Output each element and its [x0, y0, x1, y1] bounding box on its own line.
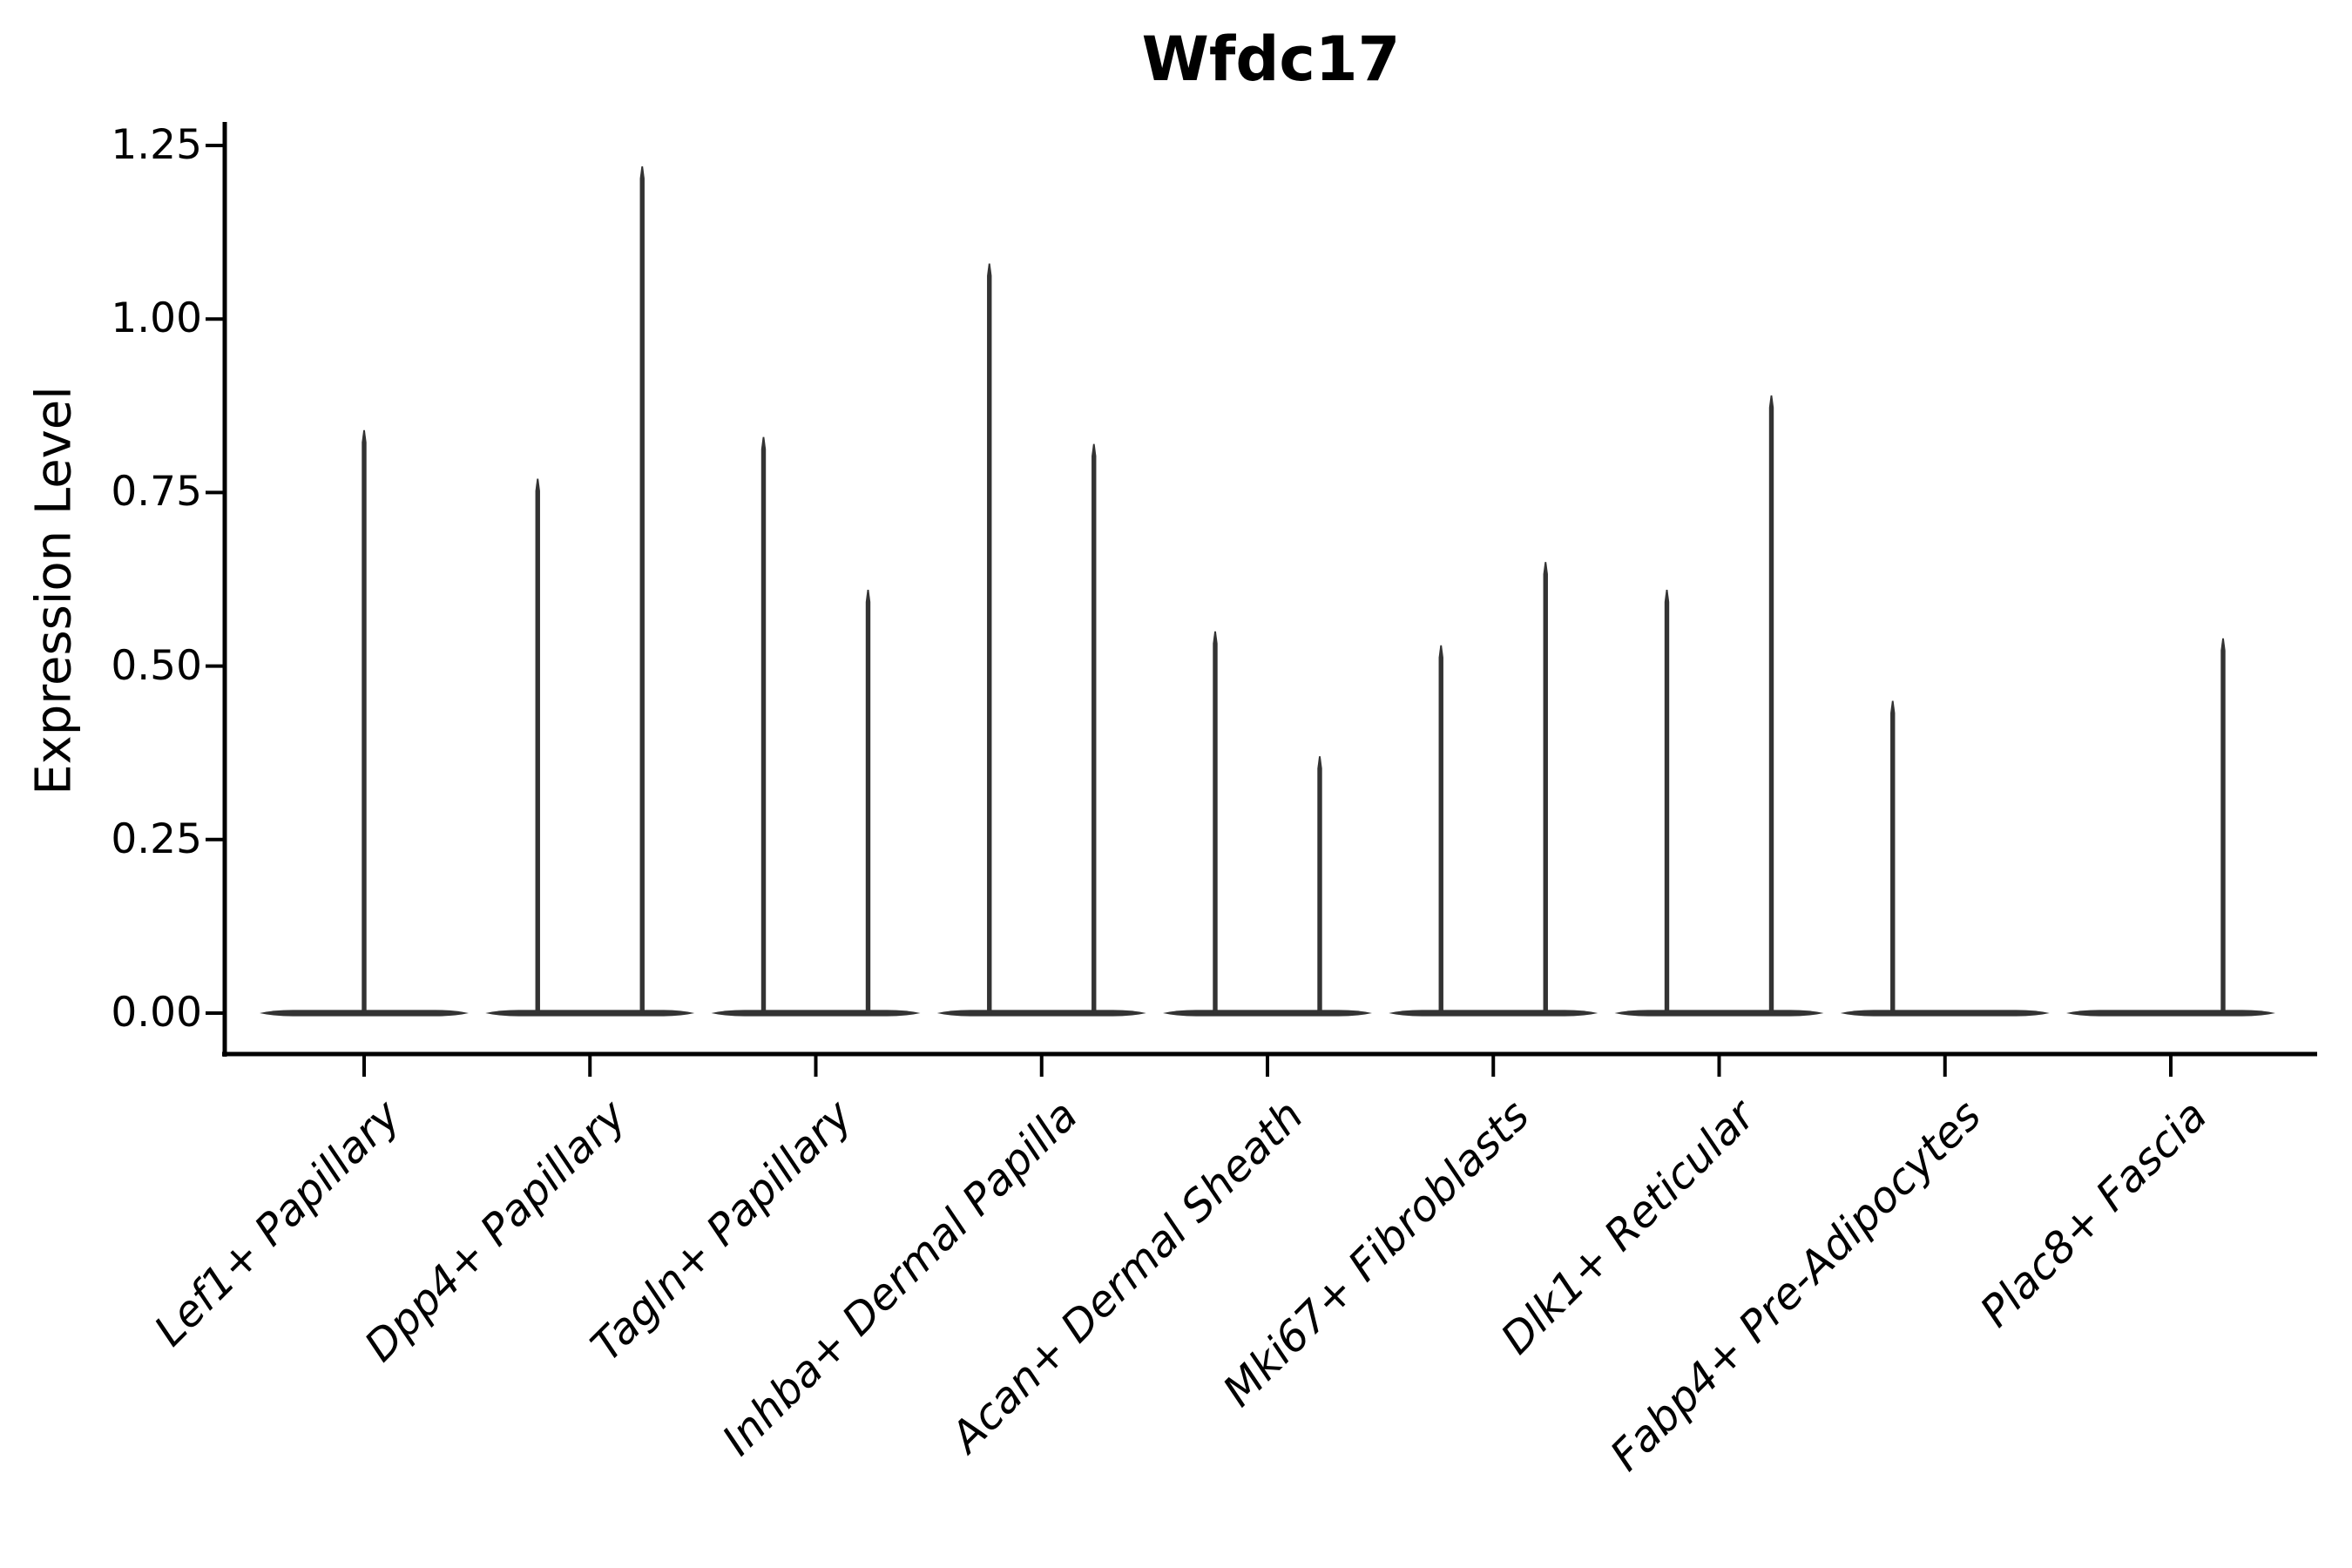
- y-tick-label: 0.75: [111, 468, 202, 517]
- violin-spike: [1768, 395, 1774, 1014]
- y-tick-label: 0.00: [111, 989, 202, 1037]
- violin-spike: [865, 589, 871, 1014]
- violin-spike: [1092, 443, 1097, 1014]
- violin-spike: [1890, 700, 1896, 1014]
- y-tick-label: 0.25: [111, 814, 202, 863]
- chart-title: Wfdc17: [1141, 24, 1401, 95]
- violin-spike: [1664, 589, 1670, 1014]
- violin-base: [936, 1010, 1146, 1017]
- violin-spike: [535, 478, 540, 1014]
- violin-base: [1163, 1010, 1372, 1017]
- violin-spike: [1213, 631, 1218, 1014]
- violin-base: [2066, 1010, 2275, 1017]
- violin-spike: [362, 429, 367, 1014]
- violin-base: [1389, 1010, 1598, 1017]
- y-tick-label: 1.00: [111, 294, 202, 343]
- violin-spike: [639, 166, 645, 1015]
- violin-spike: [1543, 562, 1548, 1014]
- y-tick-label: 0.50: [111, 641, 202, 690]
- violin-spike: [2220, 638, 2226, 1014]
- violin-base: [485, 1010, 695, 1017]
- violin-spike: [1438, 645, 1443, 1014]
- violin-base: [711, 1010, 921, 1017]
- violin-spike: [987, 263, 992, 1014]
- violin-base: [1840, 1010, 2050, 1017]
- violin-spike: [1317, 756, 1322, 1014]
- y-tick-label: 1.25: [111, 121, 202, 169]
- violin-base: [1614, 1010, 1824, 1017]
- violin-spike: [760, 436, 767, 1014]
